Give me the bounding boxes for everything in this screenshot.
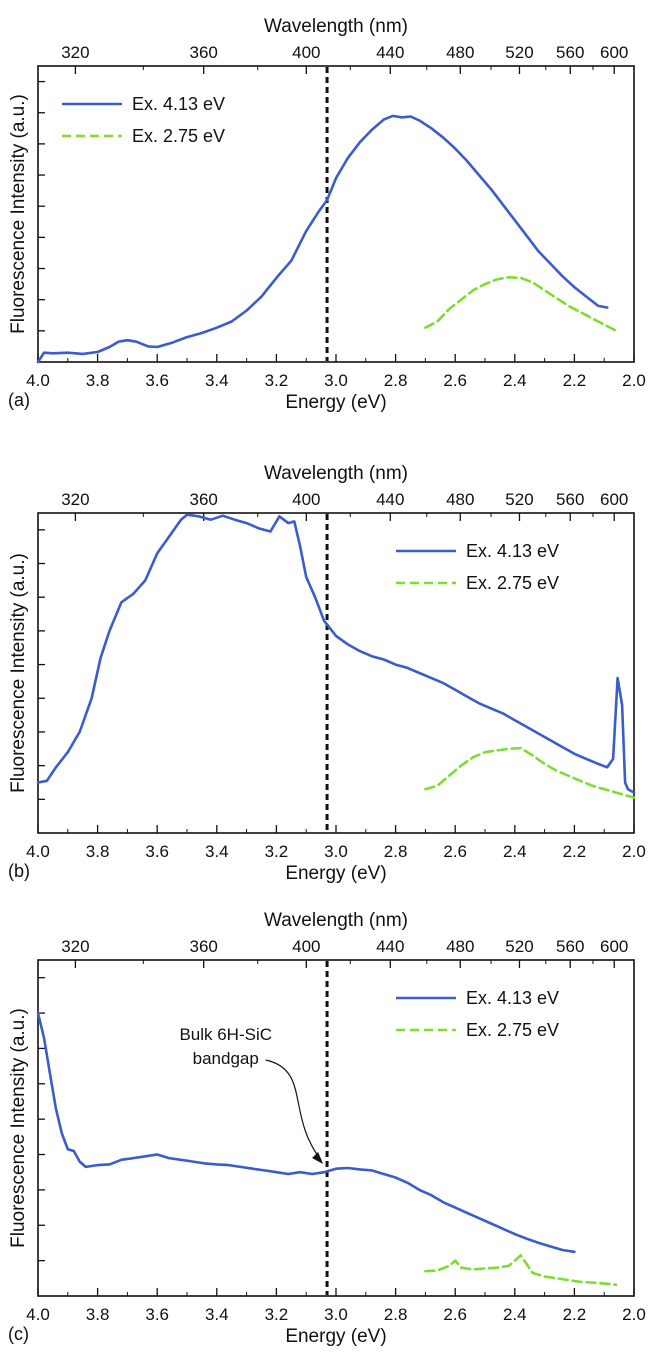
- legend-entry-label: Ex. 4.13 eV: [132, 94, 225, 114]
- x-tick-label: 2.2: [563, 842, 587, 861]
- x-tick-label: 2.0: [622, 1305, 646, 1324]
- top-axis-title: Wavelength (nm): [264, 463, 408, 484]
- x-tick-label: 2.8: [384, 842, 408, 861]
- series-line-ex-2-75-ev: [424, 276, 618, 333]
- x-tick-label: 2.6: [443, 1305, 467, 1324]
- legend-entry-label: Ex. 2.75 eV: [466, 573, 559, 593]
- x-tick-label: 2.4: [503, 842, 527, 861]
- top-tick-label: 400: [292, 490, 320, 509]
- series-line-ex-2-75-ev: [424, 746, 636, 799]
- x-tick-label: 3.8: [86, 1305, 110, 1324]
- x-tick-label: 2.0: [622, 842, 646, 861]
- top-tick-label: 600: [600, 43, 628, 62]
- legend-entry-label: Ex. 2.75 eV: [466, 1020, 559, 1040]
- x-axis-title: Energy (eV): [285, 863, 386, 884]
- x-tick-label: 3.4: [205, 842, 229, 861]
- x-tick-label: 3.2: [265, 371, 289, 390]
- x-tick-label: 2.4: [503, 1305, 527, 1324]
- plot-frame: [37, 65, 635, 363]
- panel-label: (b): [8, 861, 30, 881]
- top-tick-label: 440: [376, 937, 404, 956]
- x-tick-label: 3.6: [145, 842, 169, 861]
- legend-entry-label: Ex. 4.13 eV: [466, 541, 559, 561]
- chart-panel-2: 4.0 3.8 3.6 3.4 3.2 3.0 2.8 2.6 2.4 2.2 2.0 Energy …: [8, 463, 646, 884]
- x-tick-label: 4.0: [26, 842, 50, 861]
- panel-label: (a): [8, 390, 30, 410]
- annotation-arrow: [265, 1059, 322, 1161]
- top-tick-label: 520: [505, 490, 533, 509]
- top-tick-label: 480: [446, 937, 474, 956]
- x-tick-label: 2.8: [384, 371, 408, 390]
- plot-frame: [37, 512, 635, 834]
- chart-panel-1: 4.0 3.8 3.6 3.4 3.2 3.0 2.8 2.6 2.4 2.2 2.0 Energy …: [8, 16, 646, 413]
- annotation-text: bandgap: [193, 1049, 259, 1068]
- top-tick-label: 360: [190, 43, 218, 62]
- top-tick-label: 480: [446, 490, 474, 509]
- top-axis-title: Wavelength (nm): [264, 910, 408, 931]
- x-tick-label: 3.0: [324, 842, 348, 861]
- x-tick-label: 2.8: [384, 1305, 408, 1324]
- top-tick-label: 400: [292, 937, 320, 956]
- annotation-arrowhead: [312, 1152, 324, 1164]
- series-line-ex-4-13-ev: [36, 513, 636, 794]
- x-tick-label: 3.8: [86, 371, 110, 390]
- y-axis-title: Fluorescence Intensity (a.u.): [8, 553, 29, 793]
- x-tick-label: 2.4: [503, 371, 527, 390]
- legend-entry-label: Ex. 4.13 eV: [466, 988, 559, 1008]
- annotation-text: Bulk 6H-SiC: [179, 1025, 272, 1044]
- x-tick-label: 2.0: [622, 371, 646, 390]
- panel-label: (c): [8, 1324, 29, 1344]
- x-tick-label: 4.0: [26, 1305, 50, 1324]
- top-axis-title: Wavelength (nm): [264, 16, 408, 37]
- series-line-ex-4-13-ev: [36, 1011, 576, 1254]
- series-line-ex-2-75-ev: [424, 1254, 618, 1286]
- top-tick-label: 520: [505, 937, 533, 956]
- top-tick-label: 320: [61, 490, 89, 509]
- top-tick-label: 440: [376, 490, 404, 509]
- x-tick-label: 3.2: [265, 1305, 289, 1324]
- x-tick-label: 2.6: [443, 371, 467, 390]
- top-tick-label: 480: [446, 43, 474, 62]
- top-tick-label: 600: [600, 937, 628, 956]
- top-tick-label: 440: [376, 43, 404, 62]
- top-tick-label: 360: [190, 490, 218, 509]
- top-tick-label: 320: [61, 43, 89, 62]
- x-tick-label: 3.0: [324, 371, 348, 390]
- x-tick-label: 3.6: [145, 371, 169, 390]
- x-tick-label: 4.0: [26, 371, 50, 390]
- x-tick-label: 2.2: [563, 1305, 587, 1324]
- y-axis-title: Fluorescence Intensity (a.u.): [8, 94, 29, 334]
- legend-entry-label: Ex. 2.75 eV: [132, 126, 225, 146]
- x-tick-label: 3.4: [205, 371, 229, 390]
- x-tick-label: 3.6: [145, 1305, 169, 1324]
- x-tick-label: 3.2: [265, 842, 289, 861]
- chart-panel-3: 4.0 3.8 3.6 3.4 3.2 3.0 2.8 2.6 2.4 2.2 2.0 Energy …: [8, 910, 646, 1347]
- top-tick-label: 520: [505, 43, 533, 62]
- top-tick-label: 600: [600, 490, 628, 509]
- x-tick-label: 2.2: [563, 371, 587, 390]
- x-tick-label: 2.6: [443, 842, 467, 861]
- x-tick-label: 3.0: [324, 1305, 348, 1324]
- top-tick-label: 560: [556, 937, 584, 956]
- top-tick-label: 400: [292, 43, 320, 62]
- top-tick-label: 560: [556, 490, 584, 509]
- top-tick-label: 360: [190, 937, 218, 956]
- series-line-ex-4-13-ev: [36, 114, 609, 364]
- x-tick-label: 3.8: [86, 842, 110, 861]
- y-axis-title: Fluorescence Intensity (a.u.): [8, 1008, 29, 1248]
- x-axis-title: Energy (eV): [285, 1326, 386, 1347]
- x-axis-title: Energy (eV): [285, 392, 386, 413]
- top-tick-label: 320: [61, 937, 89, 956]
- x-tick-label: 3.4: [205, 1305, 229, 1324]
- top-tick-label: 560: [556, 43, 584, 62]
